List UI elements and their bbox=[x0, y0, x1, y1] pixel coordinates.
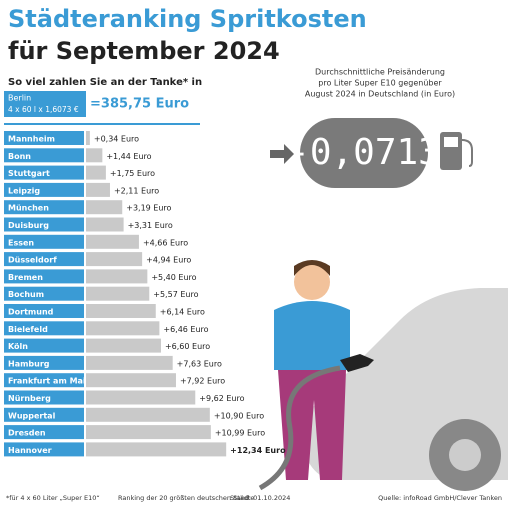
footer-source: Quelle: infoRoad GmbH/Clever Tanken bbox=[378, 494, 502, 502]
title-line-2: für September 2024 bbox=[8, 37, 280, 65]
category-box bbox=[4, 407, 84, 422]
bar bbox=[86, 182, 110, 197]
category-label: Bochum bbox=[8, 290, 44, 299]
category-box bbox=[4, 373, 84, 388]
bar bbox=[86, 217, 124, 232]
category-label: Mannheim bbox=[8, 135, 55, 144]
bar-chart: Mannheim +0,34 Euro Bonn +1,44 Euro Stuttgar… bbox=[4, 131, 286, 457]
category-label: Dresden bbox=[8, 429, 46, 438]
berlin-box bbox=[4, 91, 86, 117]
bar bbox=[86, 407, 210, 422]
change-caption-1: Durchschnittliche Preisänderung bbox=[315, 68, 445, 77]
bar bbox=[86, 252, 143, 267]
category-box bbox=[4, 252, 84, 267]
value-label: +0,34 Euro bbox=[94, 135, 139, 144]
value-label: +6,46 Euro bbox=[163, 325, 208, 334]
category-box bbox=[4, 200, 84, 215]
bar bbox=[86, 321, 160, 336]
category-label: München bbox=[8, 204, 49, 213]
category-label: Köln bbox=[8, 342, 28, 351]
category-box bbox=[4, 131, 84, 145]
category-box bbox=[4, 286, 84, 301]
car-hub bbox=[449, 439, 481, 471]
category-box bbox=[4, 442, 84, 457]
footer-date: Stand: 01.10.2024 bbox=[230, 494, 290, 502]
category-label: Leipzig bbox=[8, 186, 40, 195]
bar bbox=[86, 425, 211, 440]
bar bbox=[86, 165, 106, 180]
arrow bbox=[270, 144, 294, 164]
change-value: -0,0713 bbox=[288, 132, 440, 173]
value-label: +6,60 Euro bbox=[165, 342, 210, 351]
value-label: +2,11 Euro bbox=[114, 186, 159, 195]
value-label: +7,92 Euro bbox=[180, 377, 225, 386]
value-label: +1,44 Euro bbox=[106, 152, 151, 161]
category-label: Nürnberg bbox=[8, 394, 51, 403]
category-box bbox=[4, 182, 84, 197]
category-label: Düsseldorf bbox=[8, 256, 57, 265]
value-label: +3,31 Euro bbox=[128, 221, 173, 230]
bar bbox=[86, 131, 90, 145]
category-label: Wuppertal bbox=[8, 411, 56, 420]
category-box bbox=[4, 165, 84, 180]
bar bbox=[86, 286, 150, 301]
category-box bbox=[4, 338, 84, 353]
category-label: Dortmund bbox=[8, 308, 54, 317]
category-box bbox=[4, 355, 84, 370]
value-label: +10,99 Euro bbox=[215, 429, 265, 438]
category-label: Bonn bbox=[8, 152, 31, 161]
fuel-pump-icon bbox=[440, 132, 473, 170]
value-label: +6,14 Euro bbox=[160, 308, 205, 317]
title: Städteranking Spritkosten bbox=[8, 5, 367, 33]
category-label: Bremen bbox=[8, 273, 43, 282]
category-label: Hannover bbox=[8, 446, 52, 455]
berlin-formula: 4 x 60 l x 1,6073 € bbox=[8, 105, 79, 114]
value-label: +9,62 Euro bbox=[199, 394, 244, 403]
value-label: +7,63 Euro bbox=[177, 359, 222, 368]
bar bbox=[86, 442, 227, 457]
bar bbox=[86, 200, 123, 215]
bar bbox=[86, 269, 148, 284]
category-label: Stuttgart bbox=[8, 169, 50, 178]
bar bbox=[86, 373, 176, 388]
value-label: +10,90 Euro bbox=[214, 411, 264, 420]
bar bbox=[86, 355, 173, 370]
category-label: Hamburg bbox=[8, 359, 50, 368]
category-box bbox=[4, 390, 84, 405]
category-box bbox=[4, 321, 84, 336]
category-label: Frankfurt am Main bbox=[8, 377, 92, 386]
category-label: Duisburg bbox=[8, 221, 49, 230]
person bbox=[258, 260, 374, 491]
value-label: +1,75 Euro bbox=[110, 169, 155, 178]
value-label: +4,66 Euro bbox=[143, 238, 188, 247]
value-label: +3,19 Euro bbox=[126, 204, 171, 213]
value-label: +4,94 Euro bbox=[146, 256, 191, 265]
bar bbox=[86, 390, 196, 405]
subtitle: So viel zahlen Sie an der Tanke* in bbox=[8, 77, 202, 88]
category-label: Essen bbox=[8, 238, 34, 247]
category-box bbox=[4, 425, 84, 440]
category-box bbox=[4, 148, 84, 163]
bar bbox=[86, 304, 156, 318]
bar bbox=[86, 234, 139, 249]
value-label: +5,57 Euro bbox=[153, 290, 198, 299]
change-caption-3: August 2024 in Deutschland (in Euro) bbox=[305, 90, 455, 99]
berlin-total: =385,75 Euro bbox=[90, 97, 189, 112]
value-label: +5,40 Euro bbox=[151, 273, 196, 282]
category-box bbox=[4, 304, 84, 318]
category-box bbox=[4, 269, 84, 284]
category-label: Bielefeld bbox=[8, 325, 48, 334]
bar bbox=[86, 148, 103, 163]
category-box bbox=[4, 217, 84, 232]
value-label: +12,34 Euro bbox=[230, 446, 286, 455]
bar bbox=[86, 338, 161, 353]
berlin-label: Berlin bbox=[8, 94, 31, 103]
footer-ranking: Ranking der 20 größten deutschen Städte bbox=[118, 494, 254, 502]
display bbox=[300, 118, 428, 188]
footnote: *für 4 x 60 Liter „Super E10“ bbox=[6, 494, 100, 502]
category-box bbox=[4, 234, 84, 249]
change-caption-2: pro Liter Super E10 gegenüber bbox=[318, 79, 442, 88]
